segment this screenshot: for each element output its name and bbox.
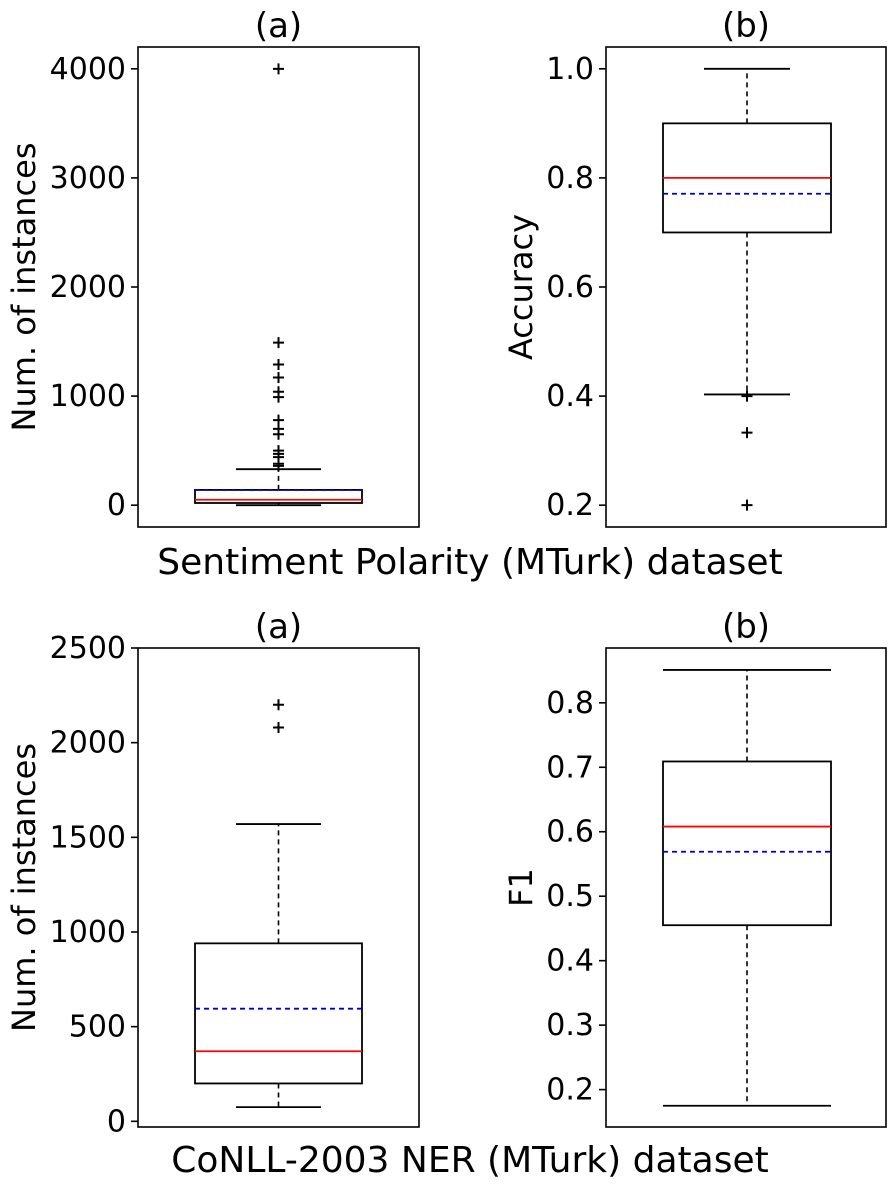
y-tick-label: 0.2	[546, 1073, 594, 1108]
axes-frame	[137, 647, 420, 1128]
chart-panel-4: (b) F1 0.2 0.3 0.4 0.5 0.6 0.7 0.8	[502, 607, 887, 1128]
y-tick-label: 500	[69, 1010, 126, 1045]
chart-panel-1: (a) Num. of instances 0 1000 2000 3000 4000	[5, 6, 420, 528]
axes-frame	[605, 46, 887, 528]
outlier-point	[741, 390, 753, 402]
outlier-point	[273, 372, 284, 384]
y-tick-label: 0.7	[546, 750, 594, 785]
y-tick-label: 1500	[50, 820, 126, 855]
iqr-box	[194, 942, 363, 1085]
y-tick-label: 0.6	[546, 270, 594, 305]
y-tick-label: 0	[107, 488, 126, 523]
outlier-point	[273, 722, 284, 734]
y-tick-label: 1000	[50, 915, 126, 950]
panel-title: (b)	[722, 6, 770, 46]
y-tick-label: 4000	[50, 52, 126, 87]
y-tick-label: 2000	[50, 270, 126, 305]
y-tick-label: 1000	[50, 379, 126, 414]
outlier-point	[273, 63, 284, 75]
outlier-point	[273, 428, 284, 440]
chart-panel-2: (b) Accuracy 0.2 0.4 0.6 0.8 1.0	[502, 6, 887, 528]
y-tick-label: 0.4	[546, 944, 594, 979]
outlier-point	[273, 460, 284, 472]
y-axis-label: Num. of instances	[5, 143, 43, 432]
iqr-box	[662, 760, 832, 927]
y-axis-label: Accuracy	[502, 214, 540, 360]
y-axis-label: Num. of instances	[5, 743, 43, 1032]
y-tick-label: 0	[107, 1104, 126, 1139]
outlier-point	[273, 391, 284, 403]
section-title-conll: CoNLL-2003 NER (MTurk) dataset	[171, 1140, 768, 1181]
y-tick-label: 0.8	[546, 686, 594, 721]
chart-panel-3: (a) Num. of instances 0 500 1000 1500 2000 2500	[5, 607, 420, 1139]
y-tick-label: 0.3	[546, 1008, 594, 1043]
y-tick-label: 2000	[50, 726, 126, 761]
y-tick-label: 3000	[50, 161, 126, 196]
outlier-point	[741, 427, 753, 439]
y-tick-label: 0.4	[546, 379, 594, 414]
outlier-point	[273, 699, 284, 711]
outlier-point	[741, 499, 753, 511]
panel-title: (b)	[722, 607, 770, 647]
section-title-sentiment: Sentiment Polarity (MTurk) dataset	[157, 542, 782, 583]
y-tick-label: 0.2	[546, 488, 594, 523]
y-tick-label: 0.5	[546, 879, 594, 914]
y-tick-label: 0.6	[546, 815, 594, 850]
outlier-point	[273, 337, 284, 349]
axes-frame	[605, 647, 887, 1128]
panel-title: (a)	[255, 607, 302, 647]
iqr-box	[194, 489, 363, 504]
y-axis-label: F1	[502, 868, 540, 907]
panel-title: (a)	[255, 6, 302, 46]
y-tick-label: 2500	[50, 631, 126, 666]
y-tick-label: 0.8	[546, 161, 594, 196]
outlier-point	[273, 358, 284, 370]
y-tick-label: 1.0	[546, 52, 594, 87]
